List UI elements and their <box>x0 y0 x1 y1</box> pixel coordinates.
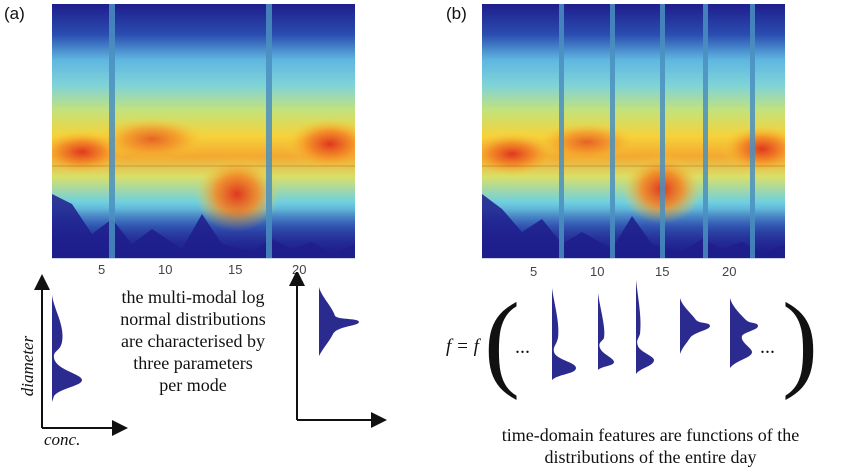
panel-a-caption: the multi-modal log normal distributions… <box>98 286 288 396</box>
curve-4 <box>680 298 710 354</box>
panel-b-caption-line-2: distributions of the entire day <box>544 447 757 467</box>
panel-a-caption-line-3: are characterised by <box>121 331 265 351</box>
panel-b-heatmap <box>482 4 785 258</box>
curve-2 <box>598 293 614 370</box>
panel-a-tick-15: 15 <box>228 262 243 277</box>
close-parenthesis: ) <box>782 282 818 401</box>
panel-a-left-distribution-plot <box>34 274 128 436</box>
panel-a-caption-line-5: per mode <box>159 375 227 395</box>
panel-a-caption-line-4: three parameters <box>133 353 253 373</box>
open-parenthesis: ( <box>484 282 520 401</box>
panel-b-caption: time-domain features are functions of th… <box>456 424 845 468</box>
x-axis-label-conc: conc. <box>44 430 81 449</box>
curve-5 <box>730 298 758 368</box>
panel-a-right-distribution-plot <box>289 272 387 428</box>
y-axis-label-diameter: diameter <box>18 335 37 397</box>
ellipsis-left: ... <box>515 336 530 358</box>
ellipsis-right: ... <box>760 336 775 358</box>
panel-a-tick-10: 10 <box>158 262 173 277</box>
panel-a-caption-line-2: normal distributions <box>120 309 266 329</box>
panel-b-caption-line-1: time-domain features are functions of th… <box>501 425 800 445</box>
formula-label: f = f <box>446 336 479 357</box>
curve-3 <box>636 280 654 374</box>
panel-b-label: (b) <box>446 4 467 23</box>
curve-1 <box>552 288 576 380</box>
panel-a-tick-5: 5 <box>98 262 106 277</box>
panel-a-caption-line-1: the multi-modal log <box>121 287 265 307</box>
panel-a-label: (a) <box>4 4 25 23</box>
panel-a-axis-line <box>52 258 355 259</box>
panel-b-tick-5: 5 <box>530 264 538 279</box>
panel-b-tick-15: 15 <box>655 264 670 279</box>
distribution-curves <box>552 280 758 380</box>
panel-b-tick-10: 10 <box>590 264 605 279</box>
panel-a-heatmap <box>52 4 355 258</box>
panel-b-tick-20: 20 <box>722 264 737 279</box>
panel-b-axis-line <box>482 258 785 259</box>
